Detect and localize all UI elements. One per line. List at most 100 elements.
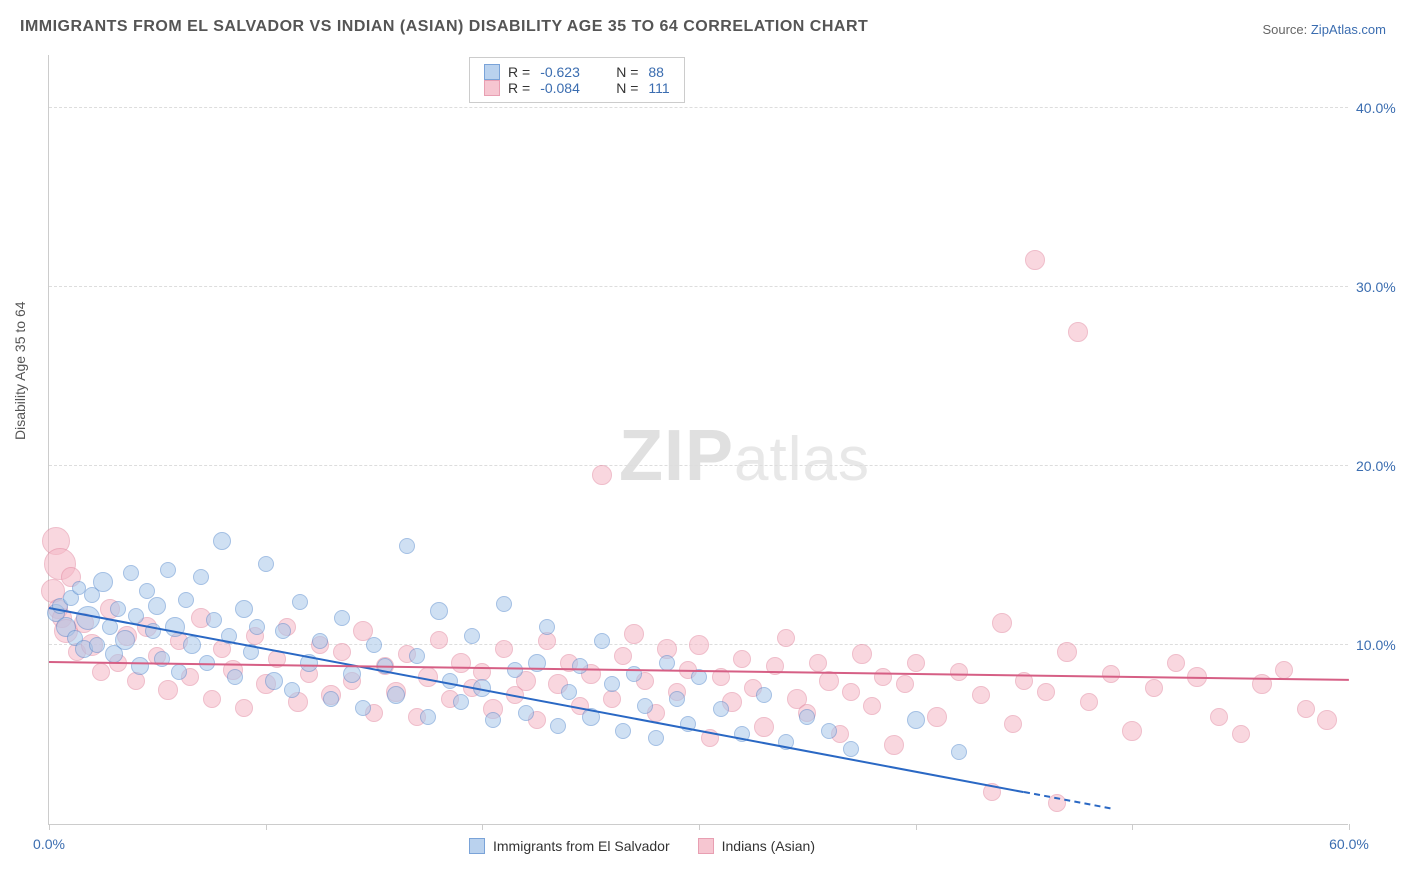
source-attribution: Source: ZipAtlas.com [1262,22,1386,37]
data-point [235,600,253,618]
r-value: -0.623 [540,64,600,80]
data-point [158,680,178,700]
x-tick-label: 60.0% [1329,836,1369,852]
data-point [669,691,685,707]
data-point [1102,665,1120,683]
data-point [235,699,253,717]
data-point [615,723,631,739]
x-tick-mark [699,824,700,830]
data-point [1004,715,1022,733]
data-point [203,690,221,708]
legend-item: Immigrants from El Salvador [469,838,670,854]
data-point [1210,708,1228,726]
data-point [387,686,405,704]
data-point [366,637,382,653]
data-point [604,676,620,692]
data-point [115,630,135,650]
y-tick-label: 40.0% [1356,100,1406,116]
legend-swatch [469,838,485,854]
data-point [485,712,501,728]
y-tick-label: 20.0% [1356,458,1406,474]
data-point [799,709,815,725]
data-point [592,465,612,485]
n-value: 111 [648,80,669,96]
data-point [972,686,990,704]
data-point [614,647,632,665]
data-point [451,653,471,673]
data-point [430,602,448,620]
data-point [1232,725,1250,743]
x-tick-label: 0.0% [33,836,65,852]
data-point [333,643,351,661]
data-point [689,635,709,655]
data-point [1275,661,1293,679]
data-point [842,683,860,701]
data-point [1057,642,1077,662]
x-tick-mark [916,824,917,830]
data-point [275,623,291,639]
data-point [183,636,201,654]
y-tick-label: 10.0% [1356,637,1406,653]
data-point [538,632,556,650]
data-point [572,658,588,674]
chart-title: IMMIGRANTS FROM EL SALVADOR VS INDIAN (A… [20,18,868,36]
data-point [258,556,274,572]
data-point [496,596,512,612]
data-point [874,668,892,686]
data-point [154,651,170,667]
r-value: -0.084 [540,80,600,96]
x-tick-mark [1132,824,1133,830]
data-point [160,562,176,578]
data-point [507,662,523,678]
data-point [131,657,149,675]
data-point [355,700,371,716]
data-point [561,684,577,700]
legend-swatch [698,838,714,854]
n-label: N = [616,80,638,96]
y-tick-label: 30.0% [1356,279,1406,295]
data-point [863,697,881,715]
x-tick-mark [482,824,483,830]
r-label: R = [508,80,530,96]
data-point [334,610,350,626]
data-point [594,633,610,649]
watermark: ZIPatlas [619,415,870,497]
data-point [420,709,436,725]
data-point [907,654,925,672]
data-point [852,644,872,664]
watermark-bold: ZIP [619,416,734,496]
legend-row: R =-0.623N =88 [484,64,670,80]
data-point [399,538,415,554]
plot-area: ZIPatlas R =-0.623N =88R =-0.084N =111 I… [48,55,1348,825]
data-point [907,711,925,729]
data-point [495,640,513,658]
legend-item: Indians (Asian) [698,838,815,854]
data-point [430,631,448,649]
data-point [539,619,555,635]
series-legend: Immigrants from El Salvador Indians (Asia… [469,838,815,854]
x-tick-mark [266,824,267,830]
gridline [49,107,1348,108]
data-point [733,650,751,668]
source-link[interactable]: ZipAtlas.com [1311,22,1386,37]
data-point [896,675,914,693]
data-point [312,633,328,649]
n-value: 88 [648,64,664,80]
data-point [648,730,664,746]
source-prefix: Source: [1262,22,1310,37]
data-point [1167,654,1185,672]
legend-swatch [484,80,500,96]
data-point [1068,322,1088,342]
data-point [89,637,105,653]
data-point [93,572,113,592]
data-point [992,613,1012,633]
data-point [171,664,187,680]
data-point [227,669,243,685]
data-point [518,705,534,721]
data-point [249,619,265,635]
gridline [49,465,1348,466]
data-point [464,628,480,644]
legend-row: R = -0.084 N = 111 [484,80,670,96]
data-point [550,718,566,734]
data-point [323,691,339,707]
